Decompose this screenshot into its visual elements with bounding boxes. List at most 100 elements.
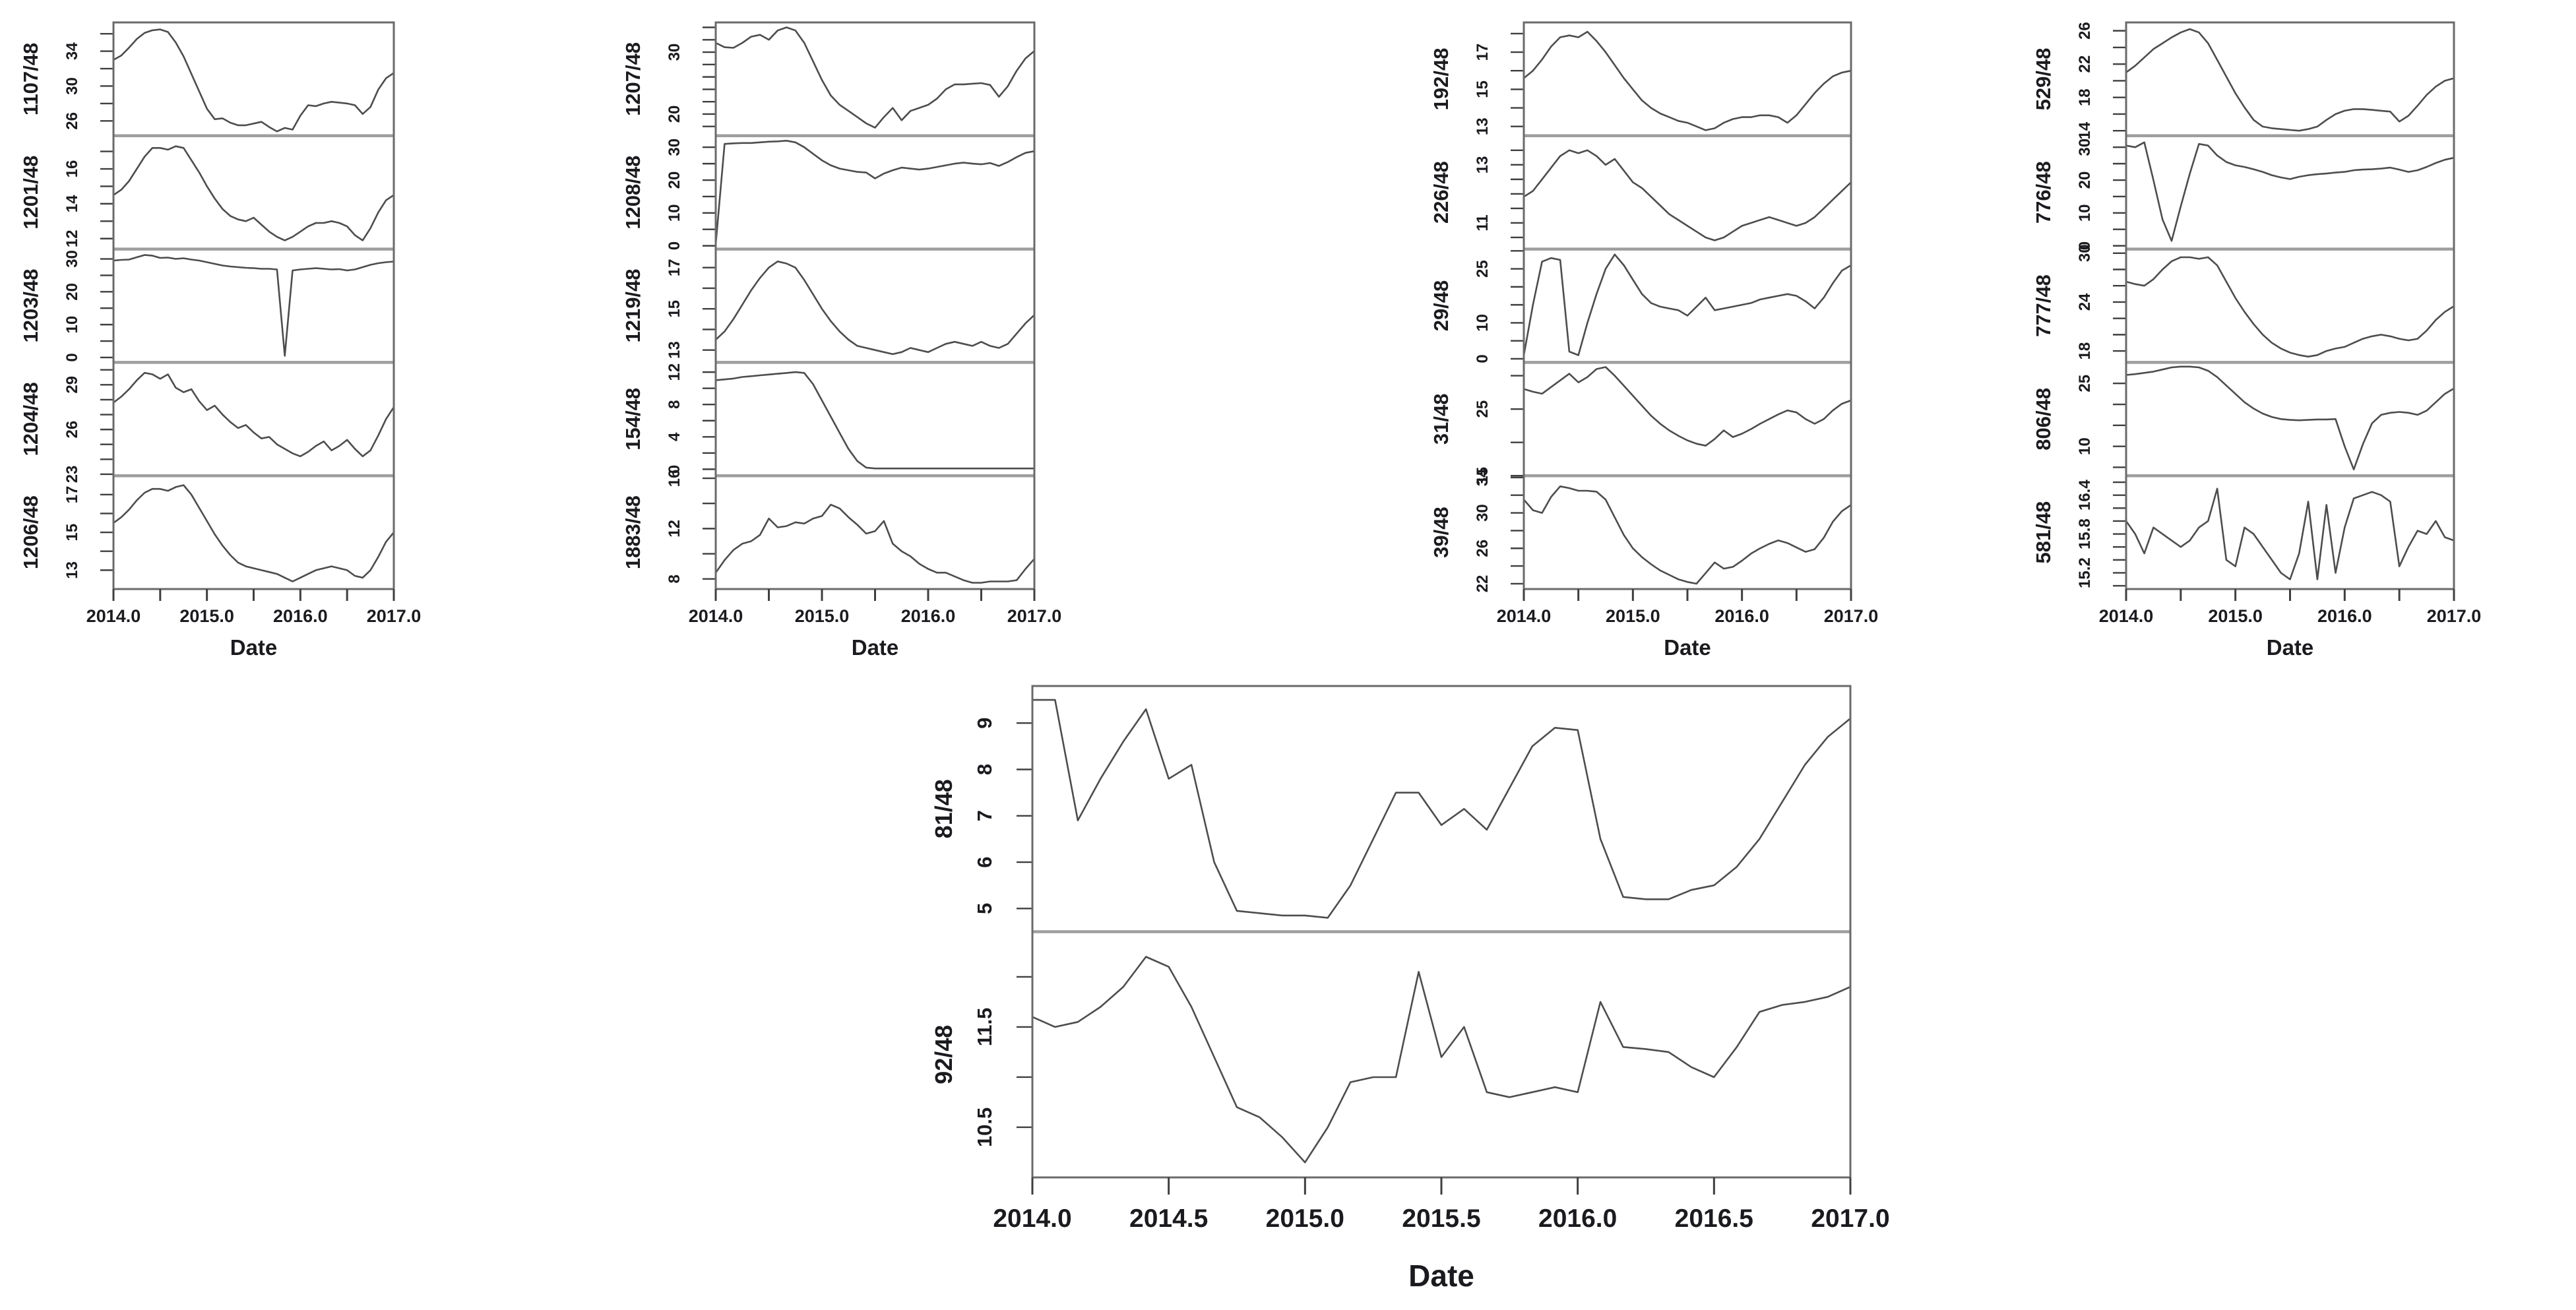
panel-81-48: 5 6 7 8 9 81/48 [930, 699, 1852, 919]
svg-text:10.5: 10.5 [973, 1107, 996, 1147]
svg-text:1219/48: 1219/48 [621, 268, 644, 342]
svg-text:2014.0: 2014.0 [993, 1204, 1071, 1233]
panel-1204-48: 23 26 29 1204/48 [19, 361, 395, 483]
svg-text:2014.0: 2014.0 [689, 606, 743, 626]
svg-text:529/48: 529/48 [2032, 47, 2055, 110]
svg-text:34: 34 [1474, 468, 1492, 486]
svg-text:1203/48: 1203/48 [19, 268, 42, 342]
svg-text:16.4: 16.4 [2076, 480, 2094, 511]
svg-text:25: 25 [2076, 375, 2094, 392]
svg-text:26: 26 [2076, 22, 2094, 40]
svg-text:15: 15 [1474, 80, 1492, 98]
panel-1208-48: 0 10 20 30 1208/48 [621, 134, 1036, 250]
svg-text:20: 20 [666, 172, 683, 189]
svg-text:4: 4 [666, 432, 683, 441]
svg-text:2014.5: 2014.5 [1129, 1204, 1208, 1233]
svg-text:1107/48: 1107/48 [19, 43, 42, 115]
ts-group-2: 20 30 1207/48 0 10 20 30 1208/48 13 15 17 1219/48 0 4… [621, 21, 1061, 660]
svg-text:30: 30 [666, 139, 683, 156]
svg-text:0: 0 [2076, 241, 2094, 250]
svg-text:31/48: 31/48 [1429, 394, 1453, 445]
svg-text:2014.0: 2014.0 [1497, 606, 1552, 626]
panel-1203-48: 0 10 20 30 1203/48 [19, 247, 395, 362]
svg-text:2017.0: 2017.0 [2427, 606, 2482, 626]
svg-text:13: 13 [666, 341, 683, 359]
panel-529-48: 14 18 22 26 529/48 [2032, 22, 2455, 140]
ts-group-4: 14182226529/480102030776/48182430777/481… [2032, 21, 2482, 660]
svg-text:18: 18 [2076, 342, 2094, 360]
x-axis-group-3: 2014.0 2015.0 2016.0 2017.0 Date [1497, 589, 1879, 660]
svg-text:12: 12 [666, 520, 683, 538]
ts-group-3: 13 15 17 192/48 11 13 226/48 0 10 25 29/48 15 25 31/4… [1429, 21, 1879, 660]
x-axis-group-1: 2014.0 2015.0 2016.0 2017.0 Date [86, 589, 421, 660]
svg-text:154/48: 154/48 [621, 388, 644, 451]
svg-text:8: 8 [973, 764, 996, 775]
svg-text:10: 10 [2076, 437, 2094, 455]
svg-text:15.2: 15.2 [2076, 557, 2094, 588]
svg-text:2015.0: 2015.0 [2208, 606, 2263, 626]
panel-92-48: 10.5 11.5 92/48 [930, 930, 1852, 1164]
svg-text:22: 22 [2076, 55, 2094, 73]
svg-text:24: 24 [2076, 293, 2094, 311]
svg-text:20: 20 [63, 283, 81, 301]
panel-1219-48: 13 15 17 1219/48 [621, 247, 1036, 359]
ts-group-5-bottom: 5 6 7 8 9 81/48 10.5 11.5 92/48 2014.0 2014.5 2015.… [930, 685, 1890, 1293]
svg-text:806/48: 806/48 [2032, 388, 2055, 451]
svg-text:17: 17 [666, 259, 683, 276]
svg-text:777/48: 777/48 [2032, 274, 2055, 337]
svg-text:1207/48: 1207/48 [621, 42, 644, 116]
x-axis-group-5-bottom: 2014.0 2014.5 2015.0 2015.5 2016.0 2016.5 2017… [993, 1177, 1890, 1293]
svg-text:11.5: 11.5 [973, 1008, 996, 1047]
svg-text:2017.0: 2017.0 [1824, 606, 1879, 626]
svg-text:7: 7 [973, 810, 996, 821]
svg-text:1883/48: 1883/48 [621, 495, 644, 569]
svg-text:29: 29 [63, 376, 81, 394]
svg-text:30: 30 [63, 77, 81, 95]
svg-text:16: 16 [666, 470, 683, 487]
svg-text:0: 0 [666, 241, 683, 250]
x-axis-group-2: 2014.0 2015.0 2016.0 2017.0 Date [689, 589, 1061, 660]
svg-text:13: 13 [63, 561, 81, 579]
svg-text:30: 30 [2076, 244, 2094, 262]
svg-text:12: 12 [63, 230, 81, 247]
panel-777-48: 18 24 30 777/48 [2032, 244, 2455, 360]
panel-806-48: 10 25 806/48 [2032, 361, 2455, 471]
svg-text:9: 9 [973, 718, 996, 729]
svg-text:2015.0: 2015.0 [1266, 1204, 1344, 1233]
svg-text:2014.0: 2014.0 [86, 606, 141, 626]
svg-text:2016.0: 2016.0 [1714, 606, 1769, 626]
panel-226-48: 11 13 226/48 [1429, 134, 1852, 241]
svg-text:2016.0: 2016.0 [2317, 606, 2372, 626]
svg-text:16: 16 [63, 160, 81, 178]
svg-text:30: 30 [63, 250, 81, 268]
panel-29-48: 0 10 25 29/48 [1429, 247, 1852, 363]
svg-text:29/48: 29/48 [1429, 280, 1453, 332]
svg-text:26: 26 [1474, 540, 1492, 557]
svg-text:20: 20 [666, 106, 683, 123]
svg-text:39/48: 39/48 [1429, 507, 1453, 558]
svg-text:2015.0: 2015.0 [1606, 606, 1660, 626]
svg-text:25: 25 [1474, 400, 1492, 418]
svg-text:10: 10 [2076, 204, 2094, 222]
svg-text:30: 30 [2076, 139, 2094, 156]
svg-text:26: 26 [63, 421, 81, 439]
svg-text:2016.5: 2016.5 [1675, 1204, 1753, 1233]
svg-text:Date: Date [1664, 635, 1711, 660]
panel-581-48: 15.2 15.8 16.4 581/48 [2032, 474, 2455, 588]
svg-text:2016.0: 2016.0 [901, 606, 956, 626]
panel-1107-48: 26 30 34 1107/48 [19, 28, 395, 133]
svg-text:2014.0: 2014.0 [2099, 606, 2154, 626]
svg-text:14: 14 [2076, 121, 2094, 139]
svg-text:8: 8 [666, 400, 683, 409]
svg-text:8: 8 [666, 575, 683, 583]
svg-text:0: 0 [666, 465, 683, 474]
svg-text:Date: Date [230, 635, 278, 660]
svg-text:2016.0: 2016.0 [1538, 1204, 1617, 1233]
svg-text:15: 15 [63, 524, 81, 542]
svg-text:22: 22 [1474, 575, 1492, 593]
svg-text:2015.5: 2015.5 [1402, 1204, 1480, 1233]
svg-text:581/48: 581/48 [2032, 501, 2055, 564]
svg-text:Date: Date [1408, 1259, 1474, 1293]
